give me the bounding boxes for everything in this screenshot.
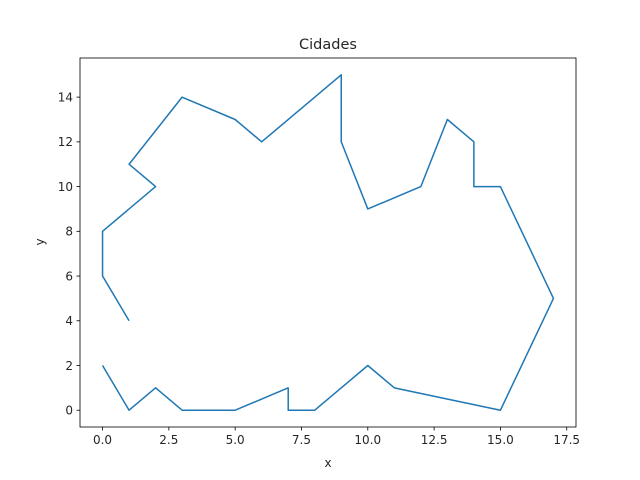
x-tick-label: 17.5 (553, 433, 580, 447)
x-axis: 0.0 2.5 5.0 7.5 10.0 12.5 15.0 17.5 (93, 427, 580, 447)
y-tick-label: 10 (58, 180, 73, 194)
series-line-0 (101, 74, 555, 411)
x-tick-label: 2.5 (159, 433, 178, 447)
plot-area (79, 57, 577, 428)
plot-frame (79, 57, 577, 428)
y-tick-label: 4 (65, 314, 73, 328)
x-tick-label: 5.0 (226, 433, 245, 447)
x-tick-label: 12.5 (421, 433, 448, 447)
y-tick-label: 6 (65, 269, 73, 283)
y-tick-label: 8 (65, 225, 73, 239)
y-tick-label: 0 (65, 404, 73, 418)
y-axis-label: y (33, 238, 47, 245)
x-tick-label: 15.0 (487, 433, 514, 447)
y-tick-label: 12 (58, 135, 73, 149)
x-tick-label: 0.0 (93, 433, 112, 447)
y-axis: 0 2 4 6 8 10 12 14 (58, 90, 80, 418)
series-layer (101, 74, 555, 411)
x-tick-label: 10.0 (354, 433, 381, 447)
y-tick-label: 2 (65, 359, 73, 373)
x-tick-label: 7.5 (292, 433, 311, 447)
chart-title: Cidades (299, 37, 357, 53)
y-tick-label: 14 (58, 90, 73, 104)
x-axis-label: x (324, 456, 331, 470)
